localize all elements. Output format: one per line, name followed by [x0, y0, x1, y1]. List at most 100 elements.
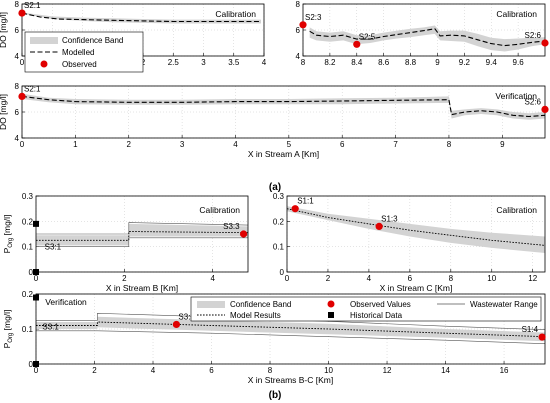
chart-b2-xtick-label: 8 — [449, 274, 454, 283]
chart-a3-xtick-label: 3 — [180, 140, 185, 149]
chart-a2-ytick-label: 6 — [296, 26, 301, 35]
chart-b2-ytick-label: 0.2 — [273, 217, 285, 226]
chart-b3-observed-label: S3:3 — [178, 312, 195, 321]
chart-a1-xtick-label: 4 — [262, 58, 267, 67]
figure-label-a: (a) — [269, 182, 281, 193]
chart-b3-xtick-label: 4 — [151, 366, 156, 375]
chart-a1-legend: Confidence Band Modelled Observed — [24, 31, 144, 73]
chart-a2: 8 8.2 8.4 8.6 8.8 9 9.2 9.4 9.6 4 6 8 S2:3 S2:5 S2:6 Ca… — [296, 0, 549, 67]
chart-b3-legend-key — [197, 301, 225, 308]
chart-a2-xtick-label: 8.6 — [378, 58, 390, 67]
chart-a2-ytick-label: 8 — [296, 0, 301, 9]
chart-b1-ytick-label: 0.2 — [22, 217, 34, 226]
chart-b3-historical-point — [33, 361, 39, 367]
chart-b2-xtick-label: 4 — [367, 274, 372, 283]
chart-b3-historical-point — [33, 294, 39, 301]
chart-a3-xtick-label: 9 — [500, 140, 505, 149]
chart-b2-model-line — [287, 208, 545, 246]
chart-b2-xtick-label: 0 — [285, 274, 290, 283]
chart-a3-xlabel: X in Stream A [Km] — [248, 149, 319, 159]
chart-a3-xtick-label: 1 — [73, 140, 78, 149]
chart-a1-ytick-label: 4 — [15, 52, 20, 61]
chart-b3-xtick-label: 14 — [441, 366, 450, 375]
chart-a2-observed-label: S2:6 — [525, 31, 542, 40]
chart-b2-observed-point — [291, 205, 299, 213]
chart-a3-observed-point — [541, 105, 549, 113]
chart-b3-legend-key — [327, 300, 335, 308]
chart-b3-xlabel: X in Streams B-C [Km] — [248, 375, 334, 385]
chart-b3-xtick-label: 16 — [500, 366, 509, 375]
chart-a1-observed-point — [18, 9, 26, 17]
chart-b3-legend-label: Historical Data — [350, 311, 403, 320]
chart-b3-xtick-label: 10 — [324, 366, 333, 375]
figure-label-b: (b) — [269, 390, 282, 401]
chart-a1-xtick-label: 3.5 — [228, 58, 240, 67]
chart-b1-xtick-label: 4 — [210, 274, 215, 283]
chart-b1-ytick-label: 0.3 — [22, 192, 34, 201]
chart-a1-legend-label: Modelled — [62, 48, 94, 57]
chart-b3-title: Verification — [45, 297, 87, 307]
chart-b2: 0 2 4 6 8 10 12 0 0.1 0.2 0.3 S1:1 S1:3 Calibration X … — [273, 192, 546, 293]
chart-b3-xtick-label: 12 — [383, 366, 392, 375]
chart-b3-legend: Confidence Band Model Results Observed Val… — [190, 296, 542, 322]
chart-b1-ytick-label: 0.1 — [22, 243, 34, 252]
chart-b1-xtick-label: 0 — [34, 274, 39, 283]
chart-a1-xtick-label: 3 — [201, 58, 206, 67]
chart-b3-ytick-label: 0 — [29, 360, 34, 369]
chart-b2-xtick-label: 6 — [408, 274, 413, 283]
chart-b3-xtick-label: 6 — [209, 366, 214, 375]
chart-a3-xtick-label: 0 — [20, 140, 25, 149]
chart-b3-observed-point — [538, 333, 546, 341]
chart-a1-observed-label: S2:1 — [24, 1, 41, 10]
chart-a3-xtick-label: 2 — [127, 140, 132, 149]
chart-a3-ytick-label: 6 — [15, 108, 20, 117]
chart-a2-observed-label: S2:3 — [305, 13, 322, 22]
chart-b3-observed-label: S1:4 — [522, 325, 539, 334]
chart-a2-xtick-label: 8.4 — [351, 58, 363, 67]
chart-b1-ylabel: POrg [mg/l] — [2, 215, 14, 254]
chart-a3-xtick-label: 7 — [393, 140, 398, 149]
chart-b2-ytick-label: 0 — [280, 268, 285, 277]
chart-a2-xtick-label: 8 — [301, 58, 306, 67]
chart-a2-xtick-label: 9 — [435, 58, 440, 67]
chart-a2-xtick-label: 8.8 — [405, 58, 417, 67]
chart-b3-wastewater-line — [36, 330, 545, 344]
chart-a1-legend-key — [40, 60, 48, 68]
chart-b3: 0 2 4 6 8 10 12 14 16 0 0.1 0.2 S3:1 S3:3 S1:4 Verifica… — [2, 290, 546, 385]
chart-b1: 0 2 4 0 0.1 0.2 0.3 S3:1 S3:3 Calibration X in Str… — [2, 192, 249, 293]
chart-a1-ylabel: DO [mg/l] — [0, 12, 8, 48]
chart-a1-title: Calibration — [215, 9, 256, 19]
chart-a3-observed-label: S2:1 — [24, 84, 41, 93]
chart-b1-observed-label: S3:3 — [223, 222, 240, 231]
chart-b2-observed-point — [375, 222, 383, 230]
chart-b2-ytick-label: 0.3 — [273, 192, 285, 201]
chart-b3-ylabel: POrg [mg/l] — [2, 310, 14, 349]
chart-b3-confidence-band — [36, 316, 545, 342]
chart-a2-observed-point — [353, 40, 361, 48]
chart-b1-wastewater-line — [36, 222, 248, 235]
chart-a3-observed-point — [18, 92, 26, 100]
chart-b2-xtick-label: 10 — [487, 274, 496, 283]
chart-a3-xtick-label: 8 — [447, 140, 452, 149]
chart-b3-legend-box — [190, 296, 542, 322]
chart-a2-model-line — [309, 28, 545, 47]
chart-b1-wastewater-line — [36, 237, 248, 247]
chart-b1-historical-point — [33, 220, 39, 227]
chart-b2-xtick-label: 12 — [528, 274, 537, 283]
chart-a3-ytick-label: 4 — [15, 134, 20, 143]
chart-b2-ytick-label: 0.1 — [273, 243, 285, 252]
chart-a1-ytick-label: 6 — [15, 26, 20, 35]
chart-b2-title: Calibration — [496, 205, 537, 215]
chart-b2-observed-label: S1:1 — [297, 197, 314, 206]
chart-a2-frame — [302, 3, 546, 57]
chart-b1-point-label: S3:1 — [45, 243, 62, 252]
chart-a2-xtick-label: 9.6 — [513, 58, 525, 67]
chart-b2-observed-label: S1:3 — [381, 214, 398, 223]
chart-b2-xtick-label: 2 — [326, 274, 331, 283]
chart-b1-observed-point — [239, 230, 248, 238]
chart-a3-ylabel: DO [mg/l] — [0, 94, 8, 130]
chart-b3-xtick-label: 2 — [92, 366, 97, 375]
chart-b3-frame — [35, 293, 546, 365]
